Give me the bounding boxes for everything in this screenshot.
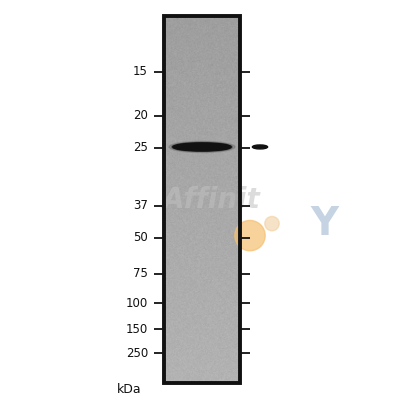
Circle shape: [265, 216, 279, 231]
Circle shape: [235, 220, 265, 251]
Bar: [164, 16, 240, 383]
Ellipse shape: [169, 141, 235, 152]
Ellipse shape: [172, 142, 232, 151]
Ellipse shape: [173, 143, 231, 151]
Ellipse shape: [252, 145, 268, 149]
Text: Y: Y: [310, 205, 338, 243]
Text: 150: 150: [126, 323, 148, 336]
Text: Affinit: Affinit: [163, 186, 261, 214]
Text: 25: 25: [133, 141, 148, 154]
Text: 100: 100: [126, 297, 148, 310]
Text: 75: 75: [133, 267, 148, 280]
Text: 15: 15: [133, 65, 148, 78]
Text: 50: 50: [133, 231, 148, 244]
Text: 250: 250: [126, 347, 148, 360]
Text: 37: 37: [133, 199, 148, 212]
Text: kDa: kDa: [117, 383, 142, 396]
Text: 20: 20: [133, 109, 148, 122]
